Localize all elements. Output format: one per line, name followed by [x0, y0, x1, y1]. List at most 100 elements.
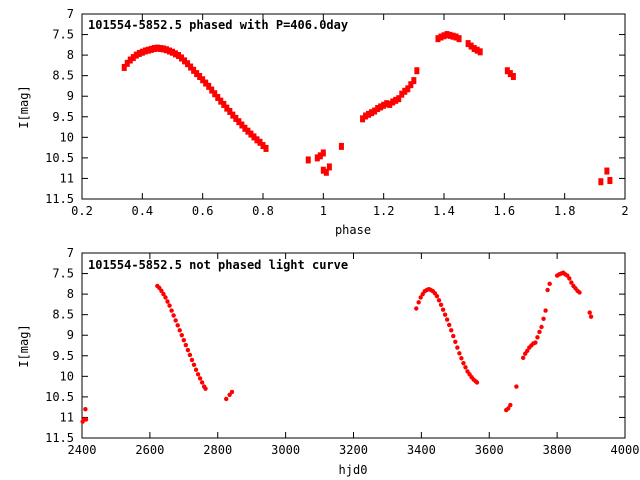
unphased-y-tick-label: 10: [60, 369, 74, 383]
phased-data-point: [477, 48, 483, 56]
phased-data-point: [148, 45, 154, 53]
phased-data-point: [607, 177, 613, 184]
unphased-data-point: [444, 317, 450, 322]
phased-data-point: [411, 77, 417, 85]
phased-data-point: [453, 33, 459, 41]
phased-data-point: [176, 52, 182, 60]
phased-data-point: [209, 86, 215, 94]
phased-data-point: [375, 105, 381, 113]
unphased-data-point: [451, 333, 456, 339]
unphased-data-point: [455, 345, 460, 350]
unphased-x-tick-label: 2600: [135, 443, 164, 457]
unphased-y-tick-label: 11.5: [45, 431, 74, 445]
phased-data-point: [468, 42, 474, 50]
unphased-x-axis-label: hjd0: [339, 463, 368, 477]
phased-data-point: [212, 90, 218, 98]
phased-data-point: [438, 33, 444, 41]
phased-data-point: [447, 31, 453, 39]
unphased-data-point: [463, 365, 468, 370]
phased-data-point: [384, 100, 390, 108]
phased-data-point: [399, 90, 405, 98]
phased-data-point: [604, 167, 610, 175]
unphased-y-axis-label: I[mag]: [17, 324, 31, 367]
phased-data-point: [441, 32, 447, 40]
plot-frame-phased: [81, 13, 626, 200]
phased-data-point: [179, 54, 185, 62]
unphased-x-tick-label: 3400: [407, 443, 436, 457]
unphased-data-point: [185, 347, 191, 353]
unphased-data-point: [520, 355, 526, 361]
phased-data-point: [191, 66, 197, 74]
phased-data-point: [507, 70, 513, 78]
phased-data-points: [121, 31, 613, 186]
phased-data-point: [260, 142, 266, 150]
unphased-data-point: [179, 333, 184, 338]
unphased-data-point: [537, 329, 542, 335]
phased-x-tick-label: 0.8: [252, 204, 274, 218]
phased-data-point: [230, 111, 236, 119]
unphased-data-point: [161, 291, 166, 297]
phased-data-point: [170, 48, 175, 56]
unphased-data-point: [567, 276, 572, 281]
phased-data-point: [233, 114, 239, 122]
phased-data-point: [242, 124, 248, 132]
phased-data-point: [163, 46, 169, 54]
unphased-data-points: [80, 270, 594, 424]
phased-data-point: [598, 178, 604, 186]
unphased-data-point: [83, 407, 88, 412]
phased-data-point: [151, 45, 157, 53]
unphased-data-point: [547, 281, 552, 287]
unphased-data-point: [187, 352, 193, 358]
phased-data-point: [197, 72, 203, 80]
phased-data-point: [145, 46, 151, 54]
unphased-light-curve-panel: 101554-5852.5 not phased light curve hjd…: [17, 246, 639, 477]
phased-data-point: [510, 72, 516, 80]
phased-data-point: [136, 49, 142, 57]
unphased-data-point: [167, 303, 172, 308]
phased-x-tick-label: 1.6: [493, 204, 515, 218]
phased-y-tick-label: 10.5: [45, 151, 74, 165]
unphased-data-point: [193, 367, 199, 372]
unphased-x-tick-label: 2400: [68, 443, 97, 457]
phased-y-tick-label: 7.5: [52, 28, 74, 42]
phased-data-point: [133, 51, 139, 59]
phased-data-point: [203, 79, 209, 87]
phased-data-point: [504, 67, 510, 75]
unphased-x-tick-label: 3200: [339, 443, 368, 457]
phased-data-point: [360, 115, 366, 123]
unphased-data-point: [177, 328, 182, 333]
phased-y-tick-label: 9: [67, 89, 74, 103]
phased-data-point: [414, 67, 420, 75]
unphased-x-tick-label: 3600: [475, 443, 504, 457]
phased-y-tick-label: 8.5: [52, 69, 74, 83]
phased-data-point: [251, 133, 257, 141]
unphased-data-point: [163, 295, 168, 300]
unphased-data-point: [183, 342, 189, 348]
phased-data-point: [200, 76, 206, 84]
unphased-data-point: [506, 406, 511, 411]
phased-data-point: [166, 47, 172, 55]
phased-data-point: [185, 60, 191, 68]
phased-data-point: [154, 44, 160, 52]
phased-chart-title: 101554-5852.5 phased with P=406.0day: [88, 18, 348, 32]
phased-data-point: [257, 138, 263, 146]
phased-data-point: [390, 98, 396, 106]
phased-data-point: [326, 163, 332, 171]
phased-x-tick-label: 2: [621, 204, 628, 218]
phased-data-point: [194, 70, 200, 78]
phased-data-point: [182, 57, 188, 65]
unphased-data-point: [533, 340, 538, 345]
phased-y-tick-label: 7: [67, 7, 74, 21]
phased-data-point: [227, 107, 233, 115]
phased-y-tick-label: 10: [60, 130, 74, 144]
phased-data-point: [366, 110, 372, 118]
unphased-data-point: [541, 316, 546, 321]
unphased-y-tick-label: 11: [60, 410, 74, 424]
phased-data-point: [320, 149, 326, 157]
unphased-data-point: [197, 376, 203, 381]
phased-data-point: [188, 63, 194, 71]
phased-data-point: [206, 82, 212, 90]
unphased-data-point: [195, 372, 201, 377]
phased-data-point: [393, 96, 399, 104]
phased-data-point: [450, 32, 456, 40]
